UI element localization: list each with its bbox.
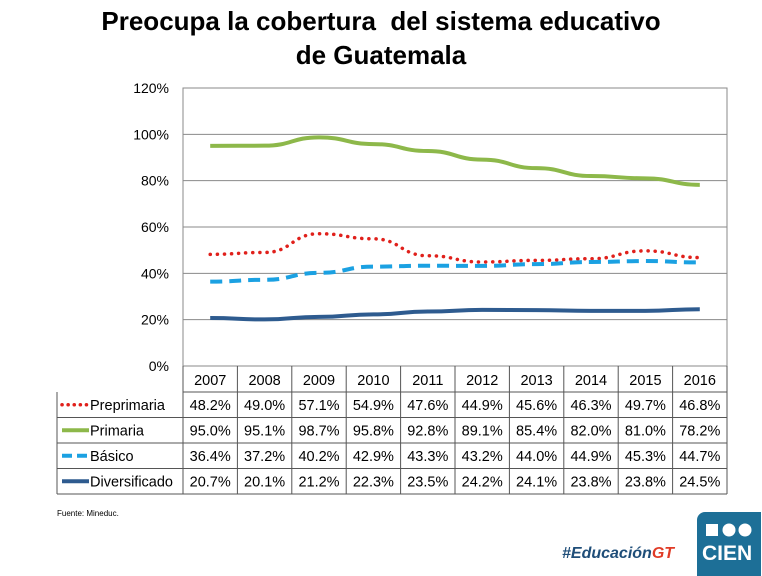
y-tick-label: 20% <box>141 312 169 328</box>
series-line-diversificado <box>210 307 700 322</box>
logo-text: CIEN <box>702 542 753 565</box>
x-category-label: 2010 <box>357 373 389 389</box>
data-label: 20.1% <box>244 474 285 490</box>
data-label: 42.9% <box>353 449 394 465</box>
data-label: 46.3% <box>570 398 611 414</box>
y-tick-label: 120% <box>133 80 169 96</box>
data-label: 81.0% <box>625 423 666 439</box>
data-label: 44.9% <box>462 398 503 414</box>
legend-label: Diversificado <box>90 474 173 490</box>
data-label: 44.7% <box>679 449 720 465</box>
y-tick-label: 100% <box>133 126 169 142</box>
data-label: 23.5% <box>407 474 448 490</box>
hashtag-label: #EducaciónGT <box>562 545 674 563</box>
data-label: 24.5% <box>679 474 720 490</box>
data-label: 47.6% <box>407 398 448 414</box>
data-label: 43.2% <box>462 449 503 465</box>
data-label: 98.7% <box>298 423 339 439</box>
data-label: 43.3% <box>407 449 448 465</box>
data-label: 57.1% <box>298 398 339 414</box>
y-tick-label: 80% <box>141 173 169 189</box>
data-label: 95.0% <box>190 423 231 439</box>
title-line-1: Preocupa la cobertura del sistema educat… <box>101 6 661 36</box>
data-label: 95.8% <box>353 423 394 439</box>
series-line-primaria <box>210 135 700 187</box>
x-category-label: 2009 <box>303 373 335 389</box>
data-label: 37.2% <box>244 449 285 465</box>
x-category-label: 2012 <box>466 373 498 389</box>
y-tick-label: 60% <box>141 219 169 235</box>
data-label: 44.9% <box>570 449 611 465</box>
data-label: 24.2% <box>462 474 503 490</box>
data-label: 48.2% <box>190 398 231 414</box>
x-category-label: 2015 <box>629 373 661 389</box>
x-category-label: 2014 <box>575 373 607 389</box>
x-category-label: 2011 <box>412 373 443 389</box>
data-label: 45.6% <box>516 398 557 414</box>
x-category-label: 2008 <box>248 373 280 389</box>
series-line-bsico <box>210 259 700 284</box>
data-label: 85.4% <box>516 423 557 439</box>
data-label: 22.3% <box>353 474 394 490</box>
data-label: 46.8% <box>679 398 720 414</box>
hashtag-accent: GT <box>651 545 675 562</box>
data-label: 40.2% <box>298 449 339 465</box>
data-label: 45.3% <box>625 449 666 465</box>
data-label: 49.0% <box>244 398 285 414</box>
chart-title: Preocupa la cobertura del sistema educat… <box>0 4 762 72</box>
data-label: 82.0% <box>570 423 611 439</box>
data-label: 36.4% <box>190 449 231 465</box>
y-tick-label: 0% <box>149 358 169 374</box>
data-label: 78.2% <box>679 423 720 439</box>
data-label: 54.9% <box>353 398 394 414</box>
data-label: 89.1% <box>462 423 503 439</box>
x-category-label: 2016 <box>684 373 716 389</box>
title-line-2: de Guatemala <box>295 40 467 70</box>
data-label: 21.2% <box>298 474 339 490</box>
data-label: 23.8% <box>625 474 666 490</box>
data-label: 49.7% <box>625 398 666 414</box>
data-label: 20.7% <box>190 474 231 490</box>
x-category-label: 2007 <box>194 373 226 389</box>
hashtag-main: #Educación <box>562 545 652 562</box>
series-line-preprimaria <box>208 231 702 264</box>
data-label: 24.1% <box>516 474 557 490</box>
source-note: Fuente: Mineduc. <box>57 509 119 518</box>
data-label: 23.8% <box>570 474 611 490</box>
data-label: 92.8% <box>407 423 448 439</box>
legend-label: Primaria <box>90 423 145 439</box>
y-tick-label: 40% <box>141 265 169 281</box>
data-label: 95.1% <box>244 423 285 439</box>
cien-logo: CIEN <box>697 512 761 576</box>
legend-label: Básico <box>90 449 134 465</box>
data-label: 44.0% <box>516 449 557 465</box>
x-category-label: 2013 <box>520 373 552 389</box>
legend-label: Preprimaria <box>90 398 166 414</box>
logo-mark-icon <box>706 523 752 537</box>
